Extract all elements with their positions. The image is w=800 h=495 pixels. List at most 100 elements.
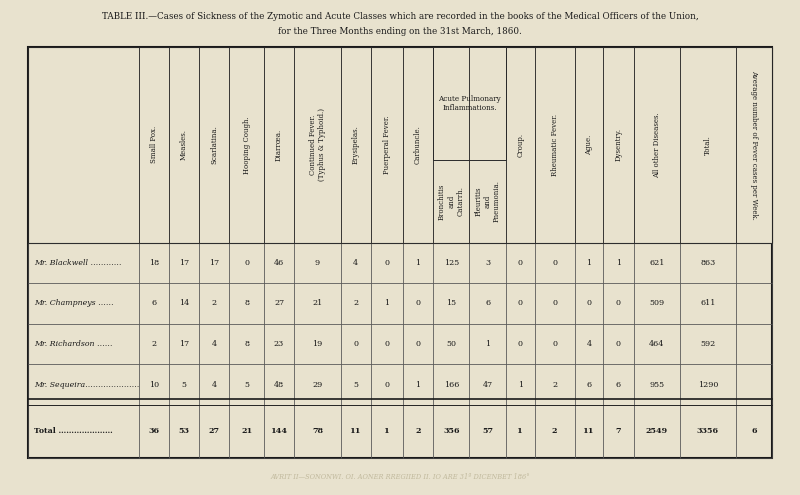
Bar (230, 324, 264, 364)
Bar (680, 405, 736, 458)
Text: 1: 1 (518, 381, 522, 389)
Bar (341, 47, 371, 243)
Bar (371, 243, 403, 283)
Text: 592: 592 (700, 340, 715, 348)
Text: Carbuncle.: Carbuncle. (414, 125, 422, 164)
Text: Mr. Richardson ……: Mr. Richardson …… (34, 340, 113, 348)
Text: 0: 0 (616, 340, 621, 348)
Text: 15: 15 (446, 299, 456, 307)
Text: 4: 4 (586, 340, 591, 348)
Text: 14: 14 (179, 299, 190, 307)
Text: 464: 464 (649, 340, 665, 348)
Text: 47: 47 (482, 381, 493, 389)
Text: 18: 18 (149, 259, 159, 267)
Bar (341, 283, 371, 324)
Bar (230, 243, 264, 283)
Text: 2: 2 (354, 299, 358, 307)
Text: 2549: 2549 (646, 428, 668, 436)
Bar (433, 283, 470, 324)
Text: 11: 11 (583, 428, 594, 436)
Text: 4: 4 (354, 259, 358, 267)
Text: Measles.: Measles. (180, 129, 188, 160)
Text: 11: 11 (350, 428, 362, 436)
Text: 2: 2 (415, 428, 421, 436)
Text: 2: 2 (212, 299, 217, 307)
Text: 3356: 3356 (697, 428, 719, 436)
Text: 78: 78 (312, 428, 323, 436)
Bar (264, 405, 294, 458)
Text: 50: 50 (446, 340, 456, 348)
Bar (534, 47, 574, 243)
Bar (433, 47, 506, 160)
Bar (680, 47, 736, 243)
Text: Total …………………: Total ………………… (34, 428, 113, 436)
Text: 27: 27 (274, 299, 284, 307)
Text: 0: 0 (586, 299, 591, 307)
Text: Total.: Total. (704, 135, 712, 155)
Bar (341, 243, 371, 283)
Text: 0: 0 (244, 259, 250, 267)
Bar (371, 324, 403, 364)
Text: Croup.: Croup. (516, 133, 524, 157)
Text: Mr. Blackwell …………: Mr. Blackwell ………… (34, 259, 122, 267)
Bar (634, 243, 680, 283)
Bar (294, 405, 341, 458)
Text: 621: 621 (649, 259, 665, 267)
Bar (574, 283, 603, 324)
Text: 19: 19 (312, 340, 322, 348)
Bar (139, 243, 169, 283)
Text: 6: 6 (616, 381, 621, 389)
Text: 21: 21 (241, 428, 252, 436)
Bar (534, 324, 574, 364)
Bar (574, 405, 603, 458)
Text: 8: 8 (244, 340, 250, 348)
Text: 1: 1 (415, 381, 421, 389)
Bar (470, 243, 506, 283)
Bar (371, 47, 403, 243)
Bar (169, 364, 199, 405)
Text: Puerperal Fever.: Puerperal Fever. (383, 115, 391, 174)
Text: 0: 0 (552, 259, 557, 267)
Bar (574, 243, 603, 283)
Bar (28, 47, 772, 458)
Text: 4: 4 (212, 340, 217, 348)
Text: 9: 9 (315, 259, 320, 267)
Bar (433, 324, 470, 364)
Text: Mr. Champneys ……: Mr. Champneys …… (34, 299, 114, 307)
Bar (230, 283, 264, 324)
Text: 2: 2 (552, 381, 557, 389)
Text: 4: 4 (212, 381, 217, 389)
Bar (139, 364, 169, 405)
Text: 0: 0 (552, 340, 557, 348)
Bar (603, 364, 634, 405)
Text: 0: 0 (385, 259, 390, 267)
Bar (603, 47, 634, 243)
Bar (736, 243, 772, 283)
Text: 2: 2 (552, 428, 558, 436)
Bar (28, 283, 139, 324)
Text: Continued Fever.
(Typhus & Typhoid.): Continued Fever. (Typhus & Typhoid.) (309, 108, 326, 181)
Bar (506, 47, 534, 243)
Text: 1: 1 (485, 340, 490, 348)
Bar (574, 364, 603, 405)
Bar (736, 283, 772, 324)
Bar (403, 364, 433, 405)
Text: 0: 0 (518, 299, 522, 307)
Text: 1290: 1290 (698, 381, 718, 389)
Bar (230, 364, 264, 405)
Bar (680, 364, 736, 405)
Text: Acute Pulmonary
Inflammations.: Acute Pulmonary Inflammations. (438, 95, 501, 112)
Text: 5: 5 (244, 381, 250, 389)
Text: 125: 125 (444, 259, 459, 267)
Text: 863: 863 (700, 259, 715, 267)
Text: Mr. Sequeira…………………: Mr. Sequeira………………… (34, 381, 140, 389)
Bar (534, 243, 574, 283)
Bar (199, 47, 230, 243)
Bar (634, 47, 680, 243)
Bar (294, 324, 341, 364)
Bar (371, 283, 403, 324)
Text: 0: 0 (385, 381, 390, 389)
Bar (28, 47, 772, 243)
Text: 0: 0 (354, 340, 358, 348)
Bar (470, 405, 506, 458)
